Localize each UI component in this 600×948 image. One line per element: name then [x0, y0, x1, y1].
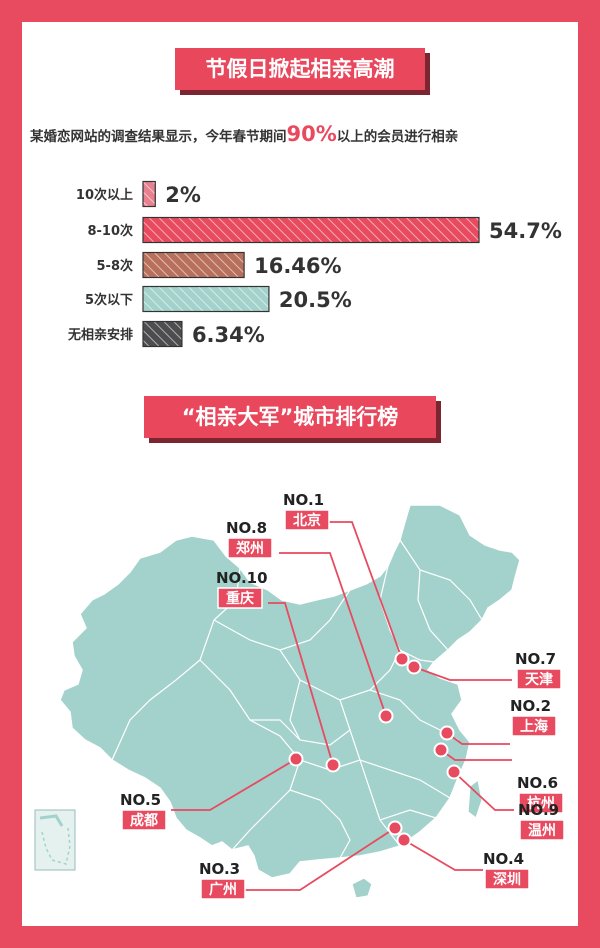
city-name-box: [516, 668, 562, 690]
city-marker: NO.7 天津: [406, 650, 562, 690]
city-rank: NO.4: [483, 850, 524, 868]
city-name-box: [519, 819, 565, 841]
city-name: 深圳: [493, 871, 521, 888]
bar-category-label: 5次以下: [85, 292, 133, 308]
city-rank: NO.9: [518, 801, 559, 819]
bar-0: [142, 180, 156, 208]
bar-category-label: 5-8次: [97, 258, 134, 274]
leader-line: [244, 827, 396, 891]
bar-category-label: 10次以上: [76, 187, 133, 203]
leader-line: [171, 758, 297, 811]
taiwan-island: [467, 778, 483, 819]
survey-subtitle: 某婚恋网站的调查结果显示，今年春节期间90%以上的会员进行相亲: [30, 122, 570, 146]
city-dot: [433, 742, 449, 758]
subtitle-suffix: 以上的会员进行相亲: [336, 129, 459, 145]
city-marker: NO.4 深圳: [396, 832, 530, 890]
city-rank: NO.6: [517, 774, 558, 792]
city-name: 重庆: [226, 590, 254, 607]
city-name-box: [284, 509, 330, 531]
city-name: 天津: [525, 671, 553, 688]
south-sea-inset: [34, 809, 76, 871]
city-name-box: [511, 715, 557, 737]
city-name: 温州: [528, 823, 556, 839]
city-dot: [387, 820, 403, 836]
city-dot: [396, 832, 412, 848]
city-dot: [394, 651, 410, 667]
city-marker: NO.6 杭州: [433, 742, 564, 814]
city-name: 广州: [209, 881, 237, 898]
leader-line: [453, 771, 514, 811]
city-marker: NO.10 重庆: [216, 569, 341, 773]
city-dot: [325, 757, 341, 773]
city-name: 成都: [130, 812, 158, 829]
ranking-title: “相亲大军”城市排行榜: [144, 396, 436, 438]
leader-line: [440, 749, 512, 761]
city-name: 杭州: [527, 795, 555, 812]
city-marker: NO.3 广州: [199, 820, 403, 900]
city-name-box: [121, 809, 167, 831]
leader-line: [413, 666, 512, 681]
city-rank: NO.7: [515, 650, 556, 668]
bar-value-label: 16.46%: [254, 254, 341, 278]
city-dot: [439, 725, 455, 741]
bar-value-label: 2%: [165, 183, 201, 207]
city-rank: NO.1: [283, 491, 324, 509]
bar-category-label: 8-10次: [87, 223, 133, 239]
city-name-box: [518, 792, 564, 814]
city-name-box: [200, 878, 246, 900]
bar-3: [142, 285, 270, 313]
city-marker: NO.8 郑州: [226, 519, 394, 724]
city-marker: NO.1 北京: [283, 491, 410, 667]
leader-line: [446, 732, 510, 745]
city-marker: NO.9 温州: [446, 764, 565, 841]
leader-line: [403, 839, 483, 871]
city-name: 北京: [293, 512, 321, 529]
bar-value-label: 54.7%: [489, 219, 562, 243]
subtitle-prefix: 某婚恋网站的调查结果显示，今年春节期间: [30, 129, 287, 145]
bar-4: [142, 320, 183, 348]
page-title: 节假日掀起相亲高潮: [175, 48, 425, 90]
city-name-box: [227, 537, 273, 559]
bar-category-label: 无相亲安排: [67, 327, 133, 343]
bar-chart: 10次以上 2% 8-10次 54.7% 5-8次 16.46% 5次以下 20.5% 无相亲安…: [67, 180, 562, 348]
bar-2: [142, 251, 245, 279]
city-rank: NO.10: [216, 569, 268, 587]
inset-coastline: [39, 814, 64, 827]
city-rank: NO.5: [120, 791, 161, 809]
city-rank: NO.2: [510, 697, 551, 715]
city-dot: [406, 659, 422, 675]
city-marker: NO.5 成都: [120, 751, 304, 831]
china-mainland-shape: [59, 504, 521, 879]
city-name-box: [484, 868, 530, 890]
city-rank: NO.3: [199, 860, 240, 878]
hainan-island: [351, 877, 373, 899]
leader-line: [279, 552, 387, 717]
city-name-box: [217, 587, 263, 609]
city-dot: [288, 751, 304, 767]
city-rank: NO.8: [226, 519, 267, 537]
leader-line: [268, 602, 334, 766]
city-dot: [446, 764, 462, 780]
bar-value-label: 20.5%: [279, 288, 352, 312]
bar-value-label: 6.34%: [192, 323, 265, 347]
inset-dashline: [41, 827, 71, 865]
city-name: 上海: [520, 718, 548, 735]
bar-1: [142, 216, 480, 244]
city-dot: [378, 708, 394, 724]
city-name: 郑州: [236, 540, 264, 557]
city-marker: NO.2 上海: [439, 697, 557, 745]
leader-line: [325, 521, 403, 660]
subtitle-highlight: 90%: [286, 122, 337, 146]
